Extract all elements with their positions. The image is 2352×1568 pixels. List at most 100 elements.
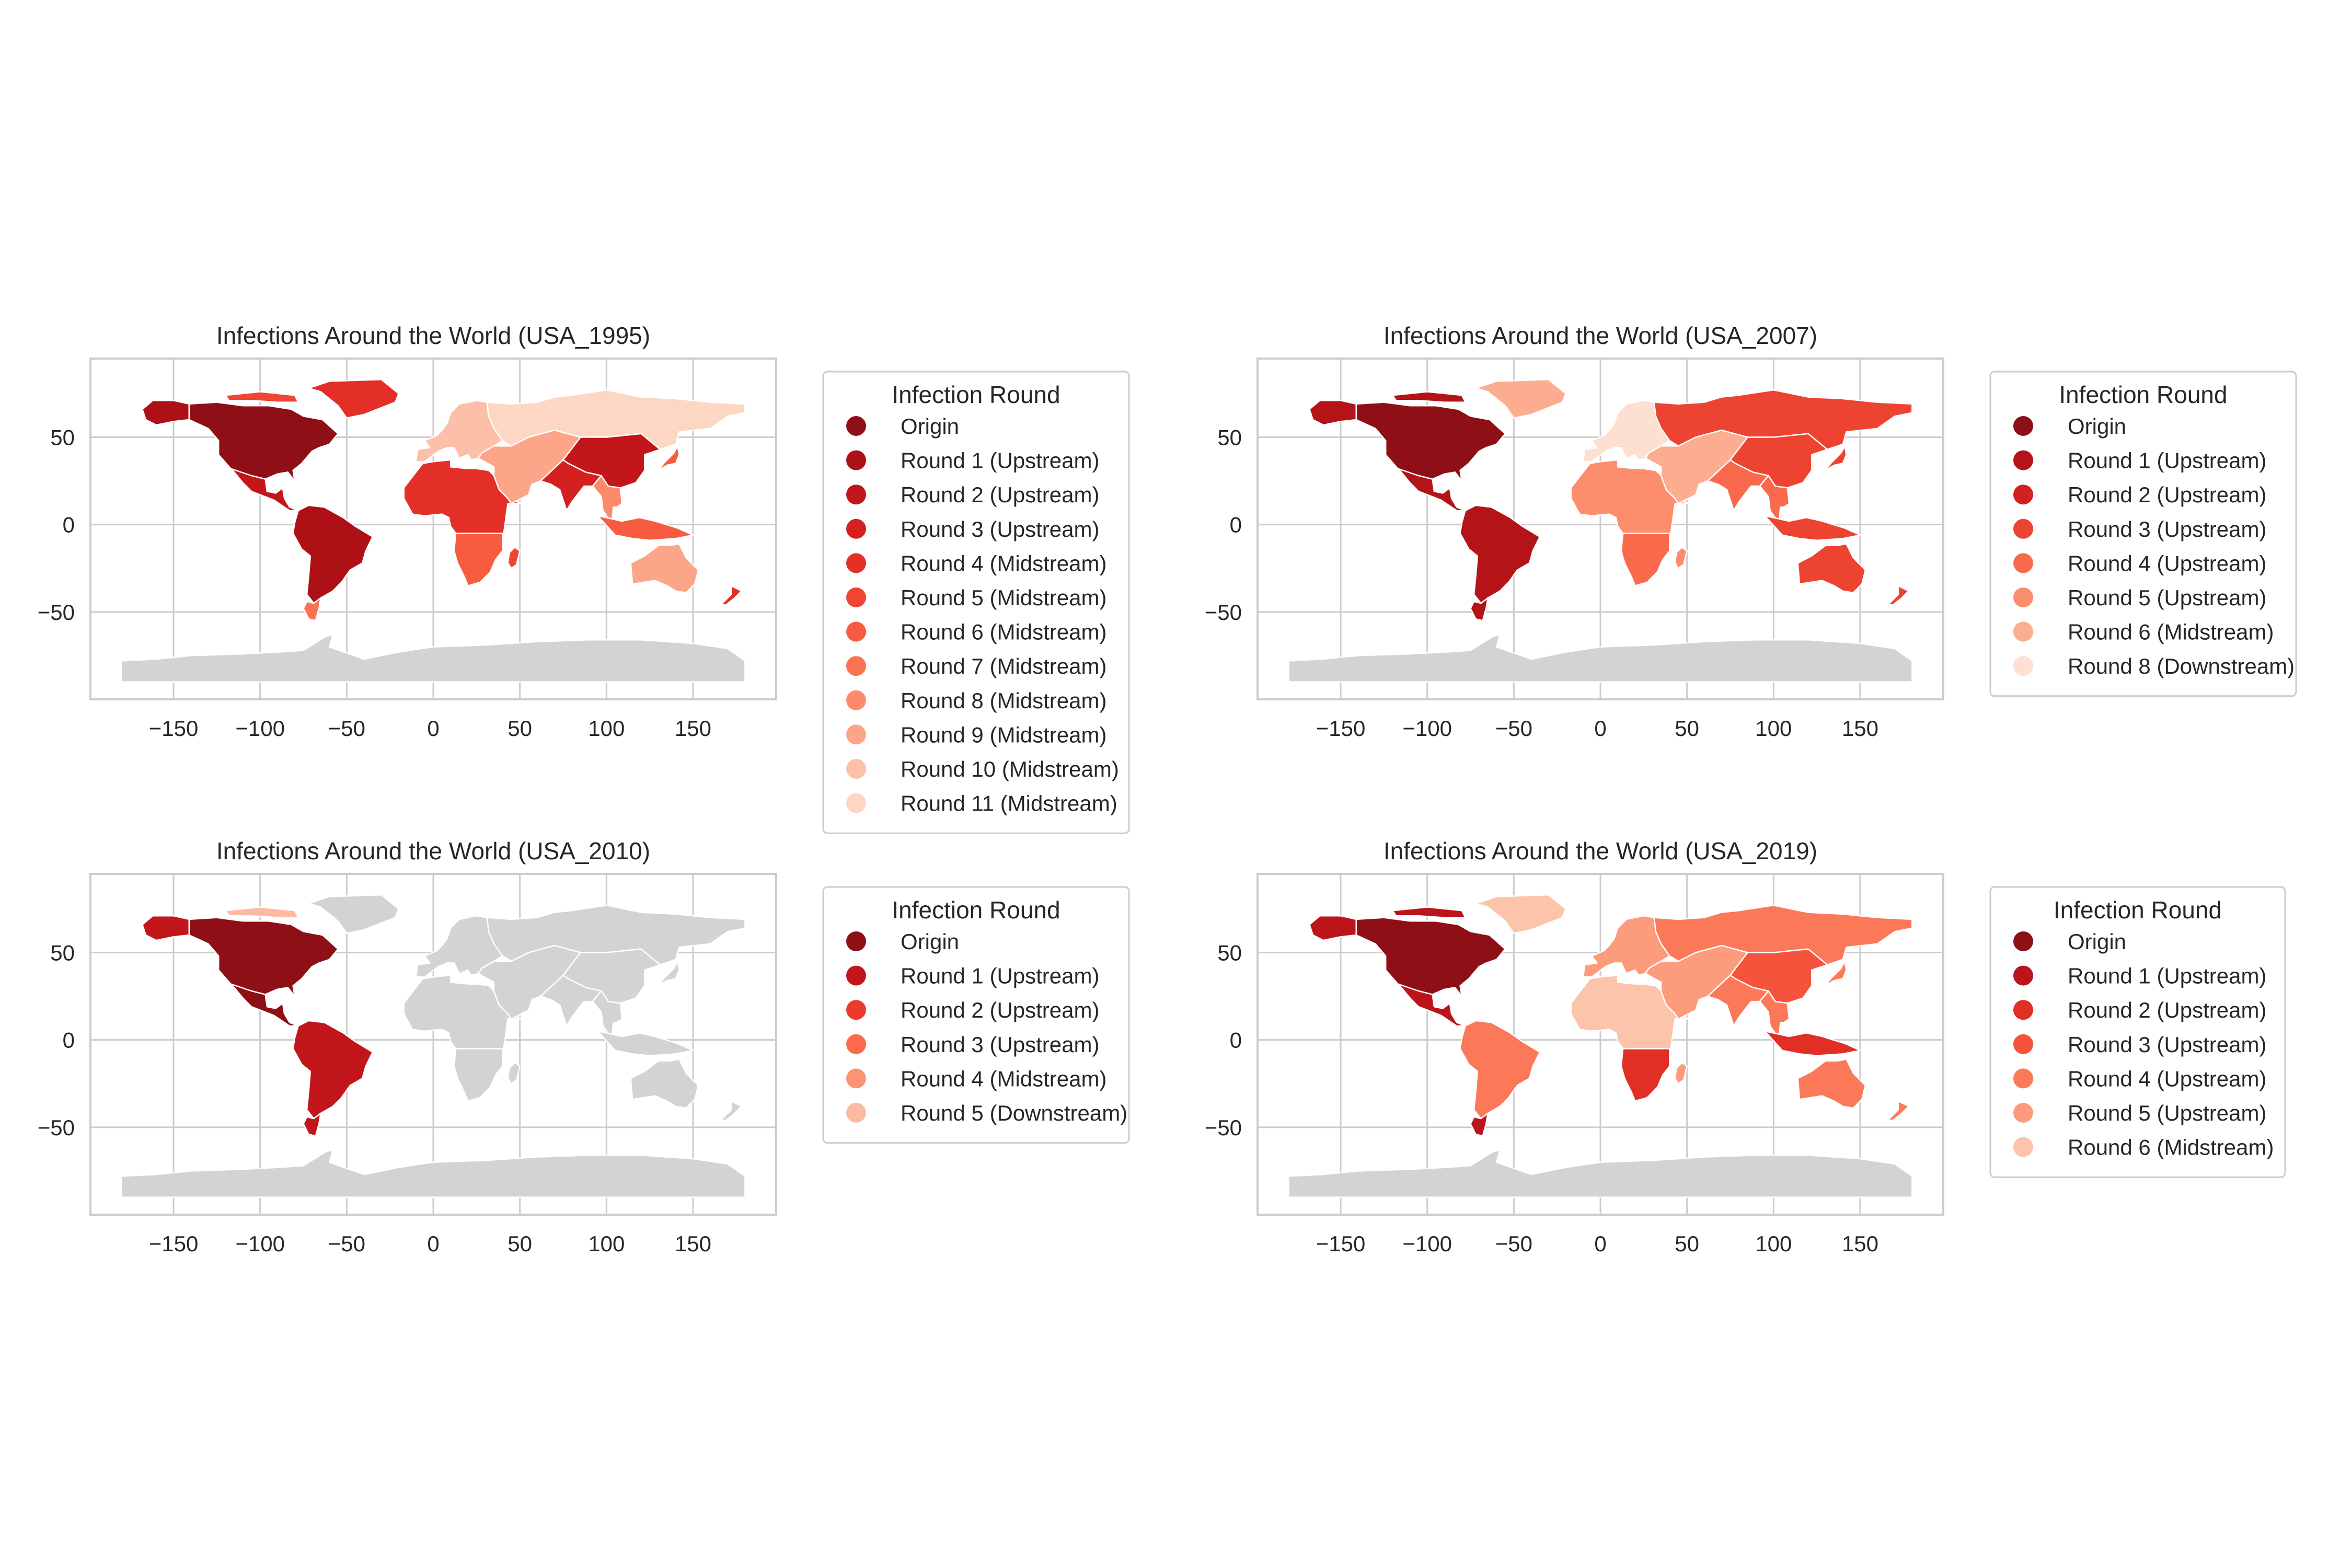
region-central-america <box>230 468 299 512</box>
region-china <box>562 948 661 1004</box>
region-new-zealand <box>720 1100 742 1121</box>
x-tick-label: −150 <box>1316 1231 1366 1256</box>
region-japan <box>658 445 680 471</box>
region-australia <box>630 1058 699 1109</box>
axes-frame <box>1256 358 1944 700</box>
region-antarctica <box>1288 1149 1913 1198</box>
region-south-america <box>1459 1020 1541 1120</box>
y-tick-label: −50 <box>38 600 75 625</box>
legend-marker <box>2013 416 2033 436</box>
region-canada-arctic <box>225 391 299 403</box>
region-china <box>562 433 661 489</box>
region-antarctica <box>121 1149 746 1198</box>
region-indonesia <box>597 1030 694 1056</box>
panel-title: Infections Around the World (USA_2010) <box>216 837 650 864</box>
legend-marker <box>846 931 866 951</box>
legend-label: Round 3 (Upstream) <box>901 517 1099 541</box>
region-madagascar <box>1674 1062 1688 1085</box>
legend-label: Round 8 (Downstream) <box>2068 654 2295 678</box>
world-map <box>121 894 746 1198</box>
legend-label: Round 5 (Midstream) <box>901 585 1106 610</box>
y-tick-label: 0 <box>1230 1028 1242 1053</box>
legend-label: Round 1 (Upstream) <box>901 964 1099 988</box>
x-tick-label: 0 <box>1594 1231 1606 1256</box>
legend-label: Origin <box>901 929 959 954</box>
legend-marker <box>2013 1034 2033 1054</box>
legend-marker <box>846 1103 866 1123</box>
x-tick-label: −50 <box>1495 716 1532 741</box>
panel-title: Infections Around the World (USA_2007) <box>1383 322 1817 349</box>
region-southeast-asia <box>592 475 623 524</box>
region-new-zealand <box>1887 1100 1909 1121</box>
legend-marker <box>2013 587 2033 607</box>
x-tick-label: 50 <box>1675 716 1699 741</box>
legend-label: Round 5 (Upstream) <box>2068 1101 2266 1125</box>
panel-title: Infections Around the World (USA_2019) <box>1383 837 1817 864</box>
legend-box <box>1989 886 2286 1178</box>
legend-title: Infection Round <box>2059 381 2227 408</box>
region-central-america <box>1397 468 1466 512</box>
region-southeast-asia <box>592 990 623 1039</box>
legend-label: Round 4 (Upstream) <box>2068 1066 2266 1091</box>
region-north-america <box>1355 401 1506 482</box>
axes-frame <box>89 873 777 1216</box>
legend-marker <box>846 587 866 607</box>
region-madagascar <box>507 546 521 569</box>
legend-label: Round 1 (Upstream) <box>2068 448 2266 473</box>
region-indonesia <box>597 515 694 541</box>
x-tick-label: 150 <box>1842 716 1878 741</box>
legend-label: Round 6 (Midstream) <box>2068 620 2274 644</box>
map-panel-usa-2010: Infections Around the World (USA_2010) −1… <box>38 837 1130 1256</box>
region-japan <box>1825 445 1847 471</box>
legend-label: Round 2 (Upstream) <box>901 998 1099 1022</box>
legend-label: Round 4 (Midstream) <box>901 1066 1106 1091</box>
legend-marker <box>2013 1103 2033 1123</box>
region-australia <box>1797 543 1866 594</box>
legend-marker <box>846 450 866 470</box>
map-panel-usa-2019: Infections Around the World (USA_2019) −1… <box>1205 837 2286 1256</box>
region-antarctica <box>1288 634 1913 683</box>
y-tick-label: 50 <box>50 425 75 449</box>
region-japan <box>1825 960 1847 987</box>
legend-marker <box>846 724 866 745</box>
region-africa-south <box>1620 533 1670 586</box>
legend-label: Round 2 (Upstream) <box>2068 998 2266 1022</box>
map-panel-usa-2007: Infections Around the World (USA_2007) −1… <box>1205 322 2297 741</box>
legend-marker <box>846 690 866 710</box>
region-madagascar <box>507 1062 521 1085</box>
axes-frame <box>1256 873 1944 1216</box>
region-greenland <box>1475 894 1566 934</box>
x-tick-label: −150 <box>149 716 199 741</box>
x-tick-label: 100 <box>1755 716 1792 741</box>
legend-marker <box>846 553 866 573</box>
y-tick-label: −50 <box>1205 600 1242 625</box>
x-tick-label: −100 <box>235 716 285 741</box>
legend-marker <box>846 518 866 539</box>
y-tick-label: −50 <box>38 1115 75 1140</box>
x-tick-label: −100 <box>1402 716 1452 741</box>
legend-marker <box>2013 450 2033 470</box>
legend-label: Origin <box>2068 414 2126 439</box>
legend-label: Round 4 (Midstream) <box>901 551 1106 575</box>
region-greenland <box>1475 378 1566 419</box>
region-south-america <box>1459 504 1541 604</box>
legend-marker <box>2013 1137 2033 1157</box>
region-south-america-tip <box>1470 1112 1489 1137</box>
legend-label: Round 5 (Upstream) <box>2068 585 2266 610</box>
region-south-america <box>292 1020 374 1120</box>
region-central-america <box>230 983 299 1027</box>
region-canada-arctic <box>1392 906 1466 918</box>
legend-marker <box>846 793 866 813</box>
y-tick-label: 0 <box>1230 513 1242 537</box>
region-canada-arctic <box>1392 391 1466 403</box>
legend-marker <box>2013 518 2033 539</box>
region-china <box>1730 433 1828 489</box>
region-antarctica <box>121 634 746 683</box>
legend-label: Round 3 (Upstream) <box>901 1032 1099 1057</box>
region-south-america-tip <box>303 1112 321 1137</box>
legend-title: Infection Round <box>892 896 1060 924</box>
region-china <box>1730 948 1828 1004</box>
region-alaska <box>1309 915 1357 941</box>
y-tick-label: 50 <box>1217 425 1242 449</box>
legend-marker <box>846 965 866 986</box>
